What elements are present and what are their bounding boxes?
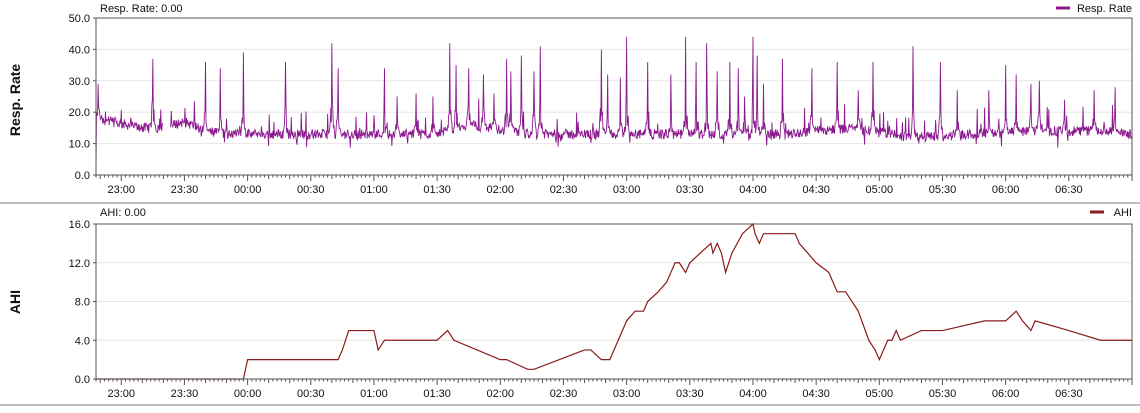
ahi-x-ticks: 23:00 23:30 00:00 00:30 01:00 01:30 02:00 02:30… — [95, 379, 1133, 400]
x-tick-label: 05:30 — [929, 388, 957, 400]
x-tick-label: 00:00 — [234, 388, 262, 400]
x-tick-label: 02:30 — [550, 184, 578, 196]
x-tick-label: 04:00 — [739, 388, 767, 400]
x-tick-label: 02:00 — [487, 184, 515, 196]
x-tick-label: 03:00 — [613, 184, 641, 196]
y-tick-label: 40.0 — [69, 44, 90, 56]
x-tick-label: 01:30 — [423, 184, 451, 196]
x-tick-label: 04:30 — [802, 184, 830, 196]
x-tick-label: 23:00 — [108, 388, 136, 400]
ahi-legend: AHI — [1090, 207, 1132, 219]
x-tick-label: 05:00 — [866, 184, 894, 196]
x-tick-label: 06:00 — [992, 388, 1020, 400]
x-tick-label: 23:00 — [108, 184, 136, 196]
resp-rate-legend: Resp. Rate — [1056, 3, 1132, 15]
y-tick-label: 8.0 — [75, 297, 90, 309]
x-tick-label: 00:30 — [297, 184, 325, 196]
x-tick-label: 06:30 — [1055, 184, 1083, 196]
ahi-readout: AHI: 0.00 — [100, 207, 146, 219]
x-tick-label: 02:00 — [487, 388, 515, 400]
ahi-gridlines — [96, 223, 1132, 380]
x-tick-label: 05:30 — [929, 184, 957, 196]
y-tick-label: 4.0 — [75, 335, 90, 347]
y-tick-label: 20.0 — [69, 107, 90, 119]
x-tick-label: 00:00 — [234, 184, 262, 196]
ahi-series — [96, 222, 1132, 380]
x-tick-label: 23:30 — [171, 388, 199, 400]
x-tick-label: 06:00 — [992, 184, 1020, 196]
ahi-y-ticks: 0.0 4.0 8.0 12.0 16.0 — [69, 219, 96, 386]
x-tick-label: 01:00 — [360, 184, 388, 196]
resp-rate-panel: Resp. Rate Resp. Rate: 0.00 Resp. Rate 0… — [0, 0, 1140, 200]
resp-rate-x-ticks: 23:00 23:30 00:00 00:30 01:00 01:30 02:00 02:30… — [95, 175, 1133, 196]
resp-rate-y-ticks: 0.0 10.0 20.0 30.0 40.0 50.0 — [69, 13, 96, 182]
ahi-legend-label: AHI — [1114, 207, 1132, 219]
y-tick-label: 0.0 — [75, 170, 90, 182]
x-tick-label: 06:30 — [1055, 388, 1083, 400]
x-tick-label: 04:00 — [739, 184, 767, 196]
resp-rate-line — [95, 36, 1133, 169]
x-tick-label: 01:30 — [423, 388, 451, 400]
resp-rate-series — [95, 36, 1133, 169]
y-tick-label: 16.0 — [69, 219, 90, 231]
x-tick-label: 04:30 — [802, 388, 830, 400]
ahi-line — [96, 222, 1132, 380]
y-tick-label: 12.0 — [69, 258, 90, 270]
y-tick-label: 10.0 — [69, 139, 90, 151]
y-tick-label: 30.0 — [69, 76, 90, 88]
resp-rate-readout: Resp. Rate: 0.00 — [100, 3, 183, 15]
ahi-panel: AHI AHI: 0.00 AHI 0.0 4.0 8.0 12.0 16.0 23:0… — [7, 207, 1133, 400]
x-tick-label: 03:30 — [676, 184, 704, 196]
x-tick-label: 23:30 — [171, 184, 199, 196]
y-tick-label: 0.0 — [75, 374, 90, 386]
resp-rate-y-axis-title: Resp. Rate — [7, 64, 23, 137]
x-tick-label: 02:30 — [550, 388, 578, 400]
y-tick-label: 50.0 — [69, 13, 90, 25]
x-tick-label: 00:30 — [297, 388, 325, 400]
x-tick-label: 03:00 — [613, 388, 641, 400]
resp-rate-legend-label: Resp. Rate — [1077, 3, 1132, 15]
ahi-y-axis-title: AHI — [7, 290, 23, 314]
x-tick-label: 05:00 — [866, 388, 894, 400]
x-tick-label: 03:30 — [676, 388, 704, 400]
x-tick-label: 01:00 — [360, 388, 388, 400]
